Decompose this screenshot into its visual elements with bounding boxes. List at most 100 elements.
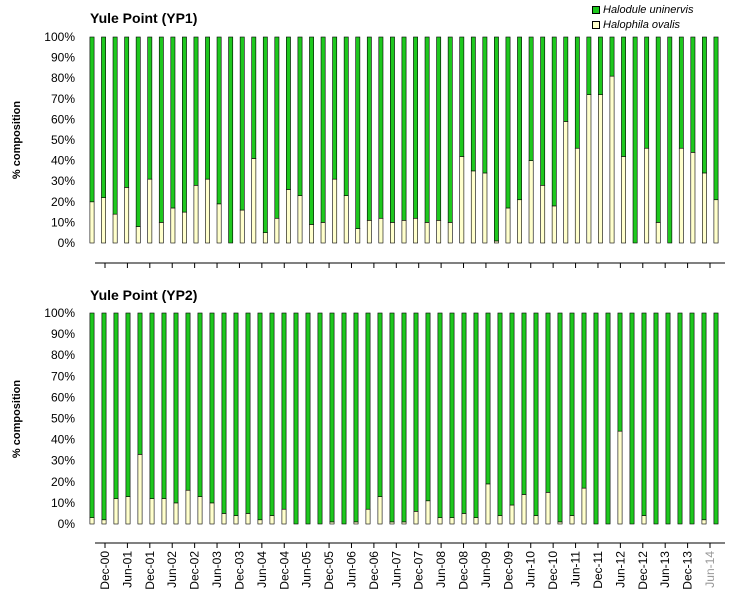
- bar-halodule-yp1: [436, 36, 442, 221]
- bar-halophila-yp2: [221, 513, 227, 525]
- bar-halodule-yp2: [641, 312, 647, 516]
- y-tick-label-yp2: 50%: [51, 412, 75, 426]
- x-tick-label: Jun-11: [569, 551, 583, 587]
- x-tick-label: Jun-10: [524, 551, 538, 588]
- y-tick-label-yp2: 30%: [51, 454, 75, 468]
- bar-halodule-yp2: [461, 312, 467, 514]
- bar-halophila-yp2: [425, 500, 431, 525]
- bar-halophila-yp2: [401, 521, 407, 525]
- bar-halophila-yp1: [551, 205, 557, 244]
- bar-halophila-yp2: [365, 508, 371, 525]
- bar-halodule-yp2: [605, 312, 611, 525]
- x-tick-label: Dec-01: [143, 551, 157, 590]
- bar-halophila-yp1: [436, 220, 442, 244]
- bar-halophila-yp1: [309, 224, 314, 244]
- bar-halophila-yp2: [473, 517, 479, 525]
- bar-halophila-yp2: [701, 519, 707, 525]
- x-tick-label: Dec-00: [98, 551, 112, 590]
- bar-halodule-yp1: [609, 36, 615, 77]
- legend-item-halodule: Halodule uninervis: [592, 2, 694, 17]
- y-tick-label-yp1: 50%: [51, 133, 75, 147]
- bar-halophila-yp2: [233, 515, 239, 525]
- bar-halodule-yp2: [713, 312, 719, 525]
- bar-halodule-yp1: [540, 36, 546, 186]
- bar-halodule-yp2: [365, 312, 371, 510]
- bar-halodule-yp1: [459, 36, 465, 157]
- bar-halodule-yp2: [629, 312, 635, 525]
- bar-halophila-yp1: [182, 211, 187, 244]
- bar-halophila-yp2: [581, 487, 587, 525]
- bar-halodule-yp2: [617, 312, 623, 432]
- bar-halophila-yp2: [125, 496, 131, 525]
- bar-halodule-yp2: [257, 312, 263, 521]
- legend: Halodule uninervis Halophila ovalis: [592, 2, 694, 32]
- bar-halophila-yp2: [89, 517, 95, 525]
- x-tick-label: Dec-02: [188, 551, 202, 590]
- bar-halodule-yp1: [413, 36, 418, 219]
- y-tick-label-yp2: 70%: [51, 369, 75, 383]
- bar-halodule-yp1: [216, 36, 222, 205]
- legend-swatch-halophila: [592, 20, 600, 29]
- bar-halodule-yp2: [473, 312, 479, 518]
- bar-halophila-yp1: [158, 222, 164, 244]
- bar-halodule-yp1: [551, 36, 557, 207]
- bar-halophila-yp2: [149, 498, 155, 525]
- bar-halodule-yp2: [161, 312, 167, 499]
- y-tick-label-yp2: 40%: [51, 433, 75, 447]
- bar-halodule-yp2: [497, 312, 503, 516]
- y-tick-label-yp2: 80%: [51, 348, 75, 362]
- bar-halophila-yp2: [437, 517, 443, 525]
- bar-halophila-yp1: [621, 156, 626, 244]
- bar-halophila-yp1: [147, 178, 153, 244]
- bar-halophila-yp1: [413, 217, 418, 244]
- bar-halophila-yp1: [401, 220, 407, 244]
- bar-halodule-yp1: [158, 36, 164, 223]
- x-tick-label: Dec-04: [277, 551, 291, 590]
- x-tick-label: Jun-07: [389, 551, 403, 588]
- bar-halodule-yp2: [317, 312, 323, 525]
- bar-halophila-yp2: [257, 519, 263, 525]
- bar-halodule-yp1: [343, 36, 349, 196]
- bar-halophila-yp2: [497, 515, 503, 525]
- bar-halophila-yp1: [702, 172, 707, 244]
- bar-halophila-yp1: [239, 209, 245, 244]
- bar-halophila-yp2: [197, 496, 203, 525]
- bar-halodule-yp1: [598, 36, 603, 95]
- bar-halophila-yp1: [494, 240, 499, 244]
- x-tick-label: Dec-07: [412, 551, 426, 590]
- bar-halophila-yp1: [563, 121, 569, 244]
- x-tick-label: Dec-03: [232, 551, 246, 590]
- bar-halodule-yp2: [269, 312, 275, 516]
- bar-halophila-yp2: [569, 515, 575, 525]
- bar-halophila-yp2: [449, 517, 455, 525]
- bar-halophila-yp1: [574, 147, 580, 244]
- bar-halophila-yp2: [545, 492, 551, 525]
- x-tick-label: Jun-06: [344, 551, 358, 588]
- bar-halophila-yp1: [528, 160, 534, 244]
- bar-halophila-yp1: [609, 75, 615, 244]
- x-tick-label: Jun-08: [434, 551, 448, 588]
- ylabel-yp2: % composition: [11, 380, 23, 459]
- bar-halodule-yp2: [281, 312, 287, 510]
- bar-halodule-yp2: [509, 312, 515, 506]
- bar-halodule-yp1: [170, 36, 176, 209]
- bar-halodule-yp1: [378, 36, 384, 219]
- bar-halophila-yp2: [113, 498, 119, 525]
- x-tick-label: Dec-09: [501, 551, 515, 590]
- bar-halodule-yp1: [574, 36, 580, 149]
- bar-halodule-yp2: [593, 312, 599, 525]
- bar-halodule-yp1: [262, 36, 268, 233]
- y-tick-label-yp1: 30%: [51, 174, 75, 188]
- bar-halodule-yp1: [297, 36, 303, 196]
- bar-halodule-yp2: [425, 312, 431, 502]
- bar-halophila-yp1: [216, 203, 222, 244]
- bar-halodule-yp2: [665, 312, 671, 525]
- bar-halodule-yp1: [228, 36, 234, 244]
- bar-halophila-yp1: [170, 207, 176, 244]
- y-tick-label-yp1: 70%: [51, 92, 75, 106]
- y-tick-label-yp2: 0%: [58, 517, 76, 531]
- bar-halodule-yp2: [125, 312, 131, 497]
- bar-halophila-yp1: [274, 217, 280, 244]
- bar-halodule-yp2: [485, 312, 491, 485]
